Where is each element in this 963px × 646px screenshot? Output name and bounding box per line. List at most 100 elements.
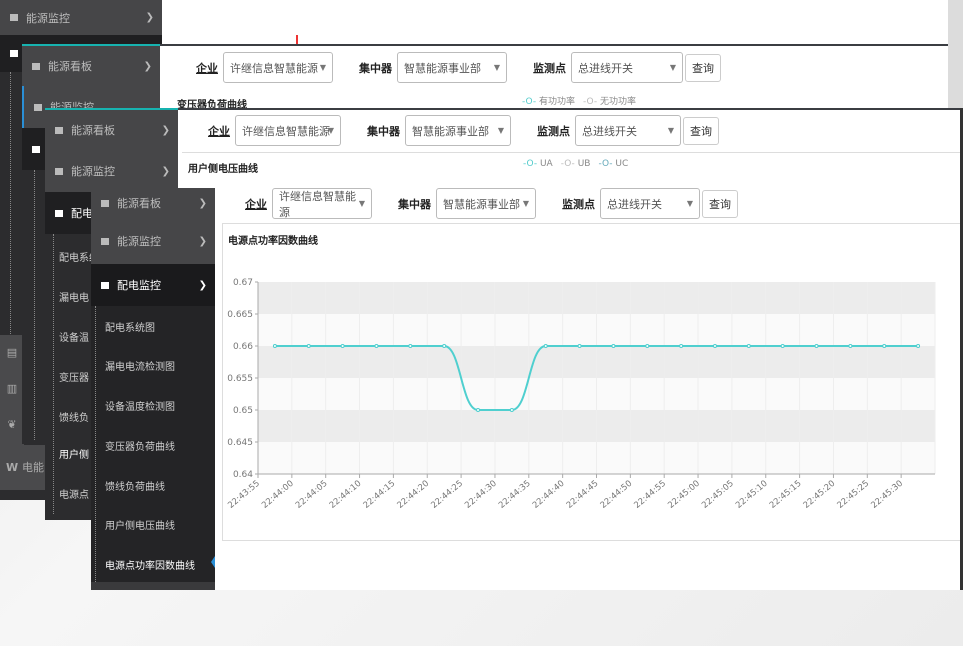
data-point — [645, 344, 650, 348]
submenu-item[interactable]: 馈线负 — [59, 413, 89, 424]
submenu-item[interactable]: 配电系统 — [59, 253, 99, 264]
y-tick-label: 0.665 — [227, 310, 253, 320]
point-select[interactable]: 总进线开关 ▼ — [600, 188, 700, 219]
leaf-icon[interactable]: ❦ — [7, 418, 17, 431]
point-select[interactable]: 总进线开关 ▼ — [575, 115, 681, 146]
data-point — [882, 344, 887, 348]
legend: -O- UA -O- UB -O- UC — [523, 159, 629, 169]
data-point — [780, 344, 785, 348]
film-icon[interactable]: ▤ — [6, 346, 18, 359]
x-tick-label: 22:45:15 — [768, 479, 804, 511]
submenu-item[interactable]: 电源点 — [59, 490, 89, 501]
x-tick-label: 22:44:25 — [429, 479, 465, 511]
company-select[interactable]: 许继信息智慧能源 ▼ — [272, 188, 372, 219]
board-icon — [32, 62, 40, 70]
menu-board[interactable]: 能源看板 ❯ — [45, 110, 178, 150]
y-tick-label: 0.655 — [227, 374, 253, 384]
submenu-temperature[interactable]: 设备温度检测图 — [105, 402, 175, 413]
data-point — [679, 344, 684, 348]
chart-icon[interactable]: ▥ — [6, 382, 18, 395]
camera-icon — [55, 167, 63, 175]
board-icon — [55, 126, 63, 134]
data-point — [306, 344, 311, 348]
data-point — [272, 344, 277, 348]
submenu-transformer-load[interactable]: 变压器负荷曲线 — [105, 442, 175, 453]
menu-board[interactable]: 能源看板 ❯ — [22, 46, 160, 86]
submenu-item[interactable]: 漏电电 — [59, 293, 89, 304]
y-tick-label: 0.66 — [233, 342, 253, 352]
legend: -O- 有功功率 -O- 无功功率 — [522, 97, 636, 107]
menu-energy-monitor[interactable]: 能源监控 ❯ — [0, 0, 162, 35]
board-icon — [101, 199, 109, 207]
sidebar-layer4: 能源看板 ❯ 能源监控 ❯ 配电监控 ❯ 配电系统图 漏电电流检测图 设备温度检测图 … — [91, 188, 215, 590]
data-point — [374, 344, 379, 348]
data-point — [848, 344, 853, 348]
x-tick-label: 22:44:55 — [632, 479, 668, 511]
x-tick-label: 22:43:55 — [226, 479, 262, 511]
concentrator-select[interactable]: 智慧能源事业部 ▼ — [397, 52, 507, 83]
company-select[interactable]: 许继信息智慧能源 ▼ — [235, 115, 341, 146]
submenu-item[interactable]: 用户侧 — [59, 450, 89, 461]
chevron-down-icon: ❯ — [161, 124, 170, 136]
series-line — [274, 345, 919, 411]
y-tick-label: 0.67 — [233, 278, 253, 288]
menu-monitor[interactable]: 能源监控 ❯ — [45, 150, 178, 192]
data-point — [442, 344, 447, 348]
y-tick-label: 0.64 — [233, 470, 253, 480]
submenu-user-voltage[interactable]: 用户侧电压曲线 — [105, 521, 175, 532]
x-tick-label: 22:44:50 — [599, 479, 635, 511]
y-tick-label: 0.65 — [233, 406, 253, 416]
x-tick-label: 22:44:35 — [497, 479, 533, 511]
x-tick-label: 22:44:00 — [260, 479, 296, 511]
data-point — [746, 344, 751, 348]
icon-strip: ▤ ▥ ❦ — [0, 335, 24, 445]
camera-icon — [10, 14, 18, 21]
company-select[interactable]: 许继信息智慧能源 ▼ — [223, 52, 333, 83]
panel-title: 用户侧电压曲线 — [188, 164, 258, 175]
query-button[interactable]: 查询 — [685, 53, 721, 82]
menu-board[interactable]: 能源看板 ❯ — [91, 188, 215, 218]
x-tick-label: 22:45:00 — [666, 479, 702, 511]
query-button[interactable]: 查询 — [702, 189, 738, 218]
submenu-feeder-load[interactable]: 馈线负荷曲线 — [105, 482, 165, 493]
submenu-item[interactable]: 设备温 — [59, 333, 89, 344]
main-layer2: 企业 许继信息智慧能源 ▼ 集中器 智慧能源事业部 ▼ 监测点 总进线开关 ▼ 查询 … — [160, 44, 948, 111]
camera-icon — [34, 103, 42, 111]
submenu-item[interactable]: 变压器 — [59, 373, 89, 384]
x-tick-label: 22:44:05 — [294, 479, 330, 511]
scrollbar[interactable] — [948, 0, 963, 110]
tree-line — [10, 72, 11, 452]
query-button[interactable]: 查询 — [683, 116, 719, 145]
concentrator-select[interactable]: 智慧能源事业部 ▼ — [436, 188, 536, 219]
menu-distribution[interactable]: 配电监控 ❯ — [91, 264, 215, 306]
x-tick-label: 22:45:30 — [869, 479, 905, 511]
x-tick-label: 22:44:45 — [565, 479, 601, 511]
menu-monitor[interactable]: 能源监控 ❯ — [91, 218, 215, 264]
concentrator-select[interactable]: 智慧能源事业部 ▼ — [405, 115, 511, 146]
data-point — [611, 344, 616, 348]
x-tick-label: 22:44:20 — [395, 479, 431, 511]
chevron-down-icon: ❯ — [198, 279, 207, 291]
menu-energy[interactable]: W 电能 — [0, 445, 46, 490]
data-point — [509, 408, 514, 412]
y-tick-label: 0.645 — [227, 438, 253, 448]
watt-icon: W — [6, 461, 22, 474]
data-point — [916, 344, 921, 348]
submenu-leakage[interactable]: 漏电电流检测图 — [105, 362, 175, 373]
camera-icon — [101, 237, 109, 245]
main-layer3: 企业 许继信息智慧能源 ▼ 集中器 智慧能源事业部 ▼ 监测点 总进线开关 ▼ 查询 … — [178, 108, 963, 188]
submenu-distribution-diagram[interactable]: 配电系统图 — [105, 323, 155, 334]
data-point — [340, 344, 345, 348]
x-tick-label: 22:44:30 — [463, 479, 499, 511]
data-point — [814, 344, 819, 348]
chart-title: 电源点功率因数曲线 — [228, 236, 318, 247]
chart-card: 电源点功率因数曲线 — [222, 223, 960, 541]
camera-icon — [10, 50, 18, 57]
main-layer1 — [162, 0, 948, 44]
panel-title: 变压器负荷曲线 — [177, 100, 247, 111]
x-tick-label: 22:45:10 — [734, 479, 770, 511]
submenu-power-factor[interactable]: 电源点功率因数曲线 — [105, 561, 195, 572]
point-select[interactable]: 总进线开关 ▼ — [571, 52, 683, 83]
chevron-down-icon: ❯ — [143, 60, 152, 72]
